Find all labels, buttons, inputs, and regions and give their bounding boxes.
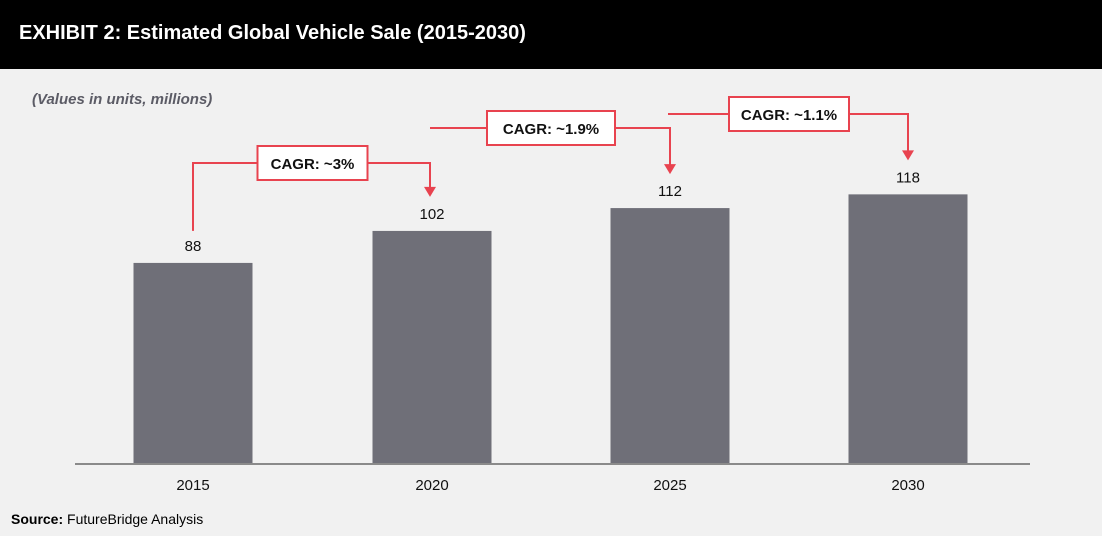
x-tick-label-2020: 2020 bbox=[415, 477, 448, 494]
cagr-label-2: CAGR: ~1.9% bbox=[503, 121, 599, 138]
source-label: Source: bbox=[11, 511, 64, 527]
cagr-arrowhead-2 bbox=[664, 164, 676, 175]
data-label-2020: 102 bbox=[419, 206, 444, 223]
header-bar: EXHIBIT 2: Estimated Global Vehicle Sale… bbox=[0, 0, 1102, 69]
x-tick-label-2015: 2015 bbox=[176, 477, 209, 494]
bar-2020 bbox=[372, 230, 492, 464]
source-note: Source: FutureBridge Analysis bbox=[11, 511, 203, 527]
data-label-2015: 88 bbox=[185, 238, 202, 255]
chart-subtitle: (Values in units, millions) bbox=[32, 91, 213, 108]
chart-title: EXHIBIT 2: Estimated Global Vehicle Sale… bbox=[19, 22, 526, 44]
cagr-box-3 bbox=[728, 96, 850, 132]
cagr-arrowhead-1 bbox=[424, 186, 436, 197]
x-tick-label-2025: 2025 bbox=[653, 477, 686, 494]
bar-2030 bbox=[848, 194, 968, 464]
x-tick-label-2030: 2030 bbox=[891, 477, 924, 494]
bar-2015 bbox=[133, 262, 253, 464]
data-label-2025: 112 bbox=[658, 183, 682, 200]
cagr-label-1: CAGR: ~3% bbox=[271, 156, 355, 173]
cagr-box-1 bbox=[256, 145, 369, 181]
source-text: FutureBridge Analysis bbox=[67, 511, 204, 527]
cagr-arrowhead-3 bbox=[902, 150, 914, 161]
bar-2025 bbox=[610, 208, 730, 464]
cagr-label-3: CAGR: ~1.1% bbox=[741, 107, 837, 124]
cagr-box-2 bbox=[486, 110, 616, 146]
data-label-2030: 118 bbox=[896, 169, 920, 186]
